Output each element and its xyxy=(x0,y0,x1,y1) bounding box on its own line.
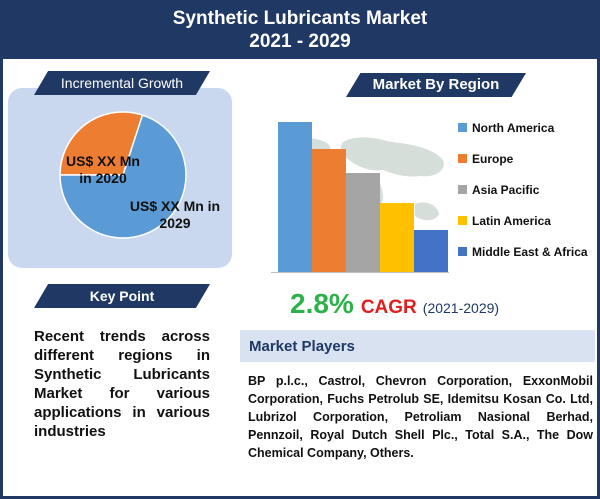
key-point-text: Recent trends across different regions i… xyxy=(34,328,210,440)
bar-europe xyxy=(312,149,346,272)
legend-swatch xyxy=(458,154,467,163)
incremental-growth-ribbon: Incremental Growth xyxy=(34,71,210,95)
page-subtitle-years: 2021 - 2029 xyxy=(249,31,351,52)
legend-label: Asia Pacific xyxy=(472,182,540,197)
pie-slice-0 xyxy=(59,111,144,176)
chart-legend: North America Europe Asia Pacific Latin Ame… xyxy=(458,112,588,267)
legend-label: Europe xyxy=(472,151,514,166)
key-point-ribbon: Key Point xyxy=(34,284,210,308)
legend-item: Latin America xyxy=(458,205,588,236)
header-banner: Synthetic Lubricants Market 2021 - 2029 xyxy=(3,3,597,59)
cagr-line: 2.8% CAGR (2021-2029) xyxy=(290,288,550,320)
cagr-value: 2.8% xyxy=(290,288,354,319)
market-players-header-box xyxy=(240,330,595,362)
legend-swatch xyxy=(458,185,467,194)
market-players-title: Market Players xyxy=(249,338,355,355)
legend-label: Latin America xyxy=(472,213,551,228)
legend-swatch xyxy=(458,216,467,225)
market-players-text: BP p.l.c., Castrol, Chevron Corporation,… xyxy=(248,374,593,460)
pie-slice-1 xyxy=(59,114,187,239)
legend-item: Europe xyxy=(458,143,588,174)
legend-item: Asia Pacific xyxy=(458,174,588,205)
cagr-label: CAGR xyxy=(360,297,417,318)
bar-middle-east-africa xyxy=(414,230,448,272)
bar-asia-pacific xyxy=(346,173,380,272)
market-by-region-ribbon: Market By Region xyxy=(346,73,526,97)
cagr-years: (2021-2029) xyxy=(422,300,500,316)
legend-swatch xyxy=(458,123,467,132)
pie-label-2020: US$ XX Mn in 2020 xyxy=(66,153,140,186)
legend-swatch xyxy=(458,247,467,256)
bar-north-america xyxy=(278,122,312,272)
legend-label: North America xyxy=(472,120,555,135)
incremental-growth-pie-chart xyxy=(59,111,187,239)
market-by-region-bar-chart xyxy=(271,122,449,273)
legend-label: Middle East & Africa xyxy=(472,244,588,259)
pie-label-2029: US$ XX Mn in 2029 xyxy=(129,198,221,231)
page-title: Synthetic Lubricants Market xyxy=(172,8,428,29)
legend-item: Middle East & Africa xyxy=(458,236,588,267)
bar-latin-america xyxy=(380,203,414,272)
legend-item: North America xyxy=(458,112,588,143)
